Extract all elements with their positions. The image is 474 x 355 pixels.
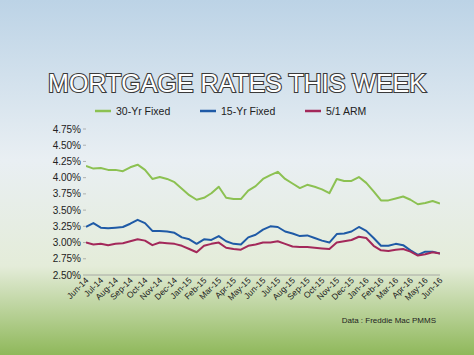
- legend-label: 5/1 ARM: [326, 105, 366, 117]
- source: Data : Freddie Mac PMMS: [342, 316, 436, 325]
- y-tick: [83, 226, 86, 227]
- y-tick-label: 3.50%: [53, 205, 81, 216]
- background: [0, 0, 474, 355]
- x-axis: [86, 275, 440, 276]
- y-tick: [83, 210, 86, 211]
- series-line: [86, 220, 440, 255]
- y-tick: [83, 145, 86, 146]
- y-tick: [83, 275, 86, 276]
- y-tick-label: 4.50%: [53, 140, 81, 151]
- legend-swatch: [305, 110, 321, 113]
- y-tick-label: 4.75%: [53, 124, 81, 135]
- legend-label: 30-Yr Fixed: [116, 105, 170, 117]
- y-tick-label: 2.50%: [53, 270, 81, 281]
- series-line: [86, 237, 440, 256]
- y-tick: [83, 177, 86, 178]
- plot-area: [86, 165, 440, 256]
- legend-label: 15-Yr Fixed: [221, 105, 275, 117]
- y-tick: [83, 193, 86, 194]
- legend-swatch: [95, 110, 111, 113]
- y-tick: [83, 242, 86, 243]
- legend-swatch: [200, 110, 216, 113]
- y-tick-label: 4.25%: [53, 156, 81, 167]
- y-tick: [83, 129, 86, 130]
- series-line: [86, 165, 440, 205]
- y-tick-label: 2.75%: [53, 253, 81, 264]
- y-tick: [83, 161, 86, 162]
- legend: 30-Yr Fixed 15-Yr Fixed 5/1 ARM: [95, 105, 366, 117]
- y-tick-label: 3.25%: [53, 221, 81, 232]
- y-tick-label: 4.00%: [53, 172, 81, 183]
- y-tick-label: 3.75%: [53, 188, 81, 199]
- x-tick-label: Jun-16: [419, 275, 445, 301]
- title: MORTGAGE RATES THIS WEEK: [48, 69, 426, 97]
- chart: MORTGAGE RATES THIS WEEK 30-Yr Fixed 15-Yr…: [0, 0, 474, 355]
- y-tick: [83, 258, 86, 259]
- y-tick-label: 3.00%: [53, 237, 81, 248]
